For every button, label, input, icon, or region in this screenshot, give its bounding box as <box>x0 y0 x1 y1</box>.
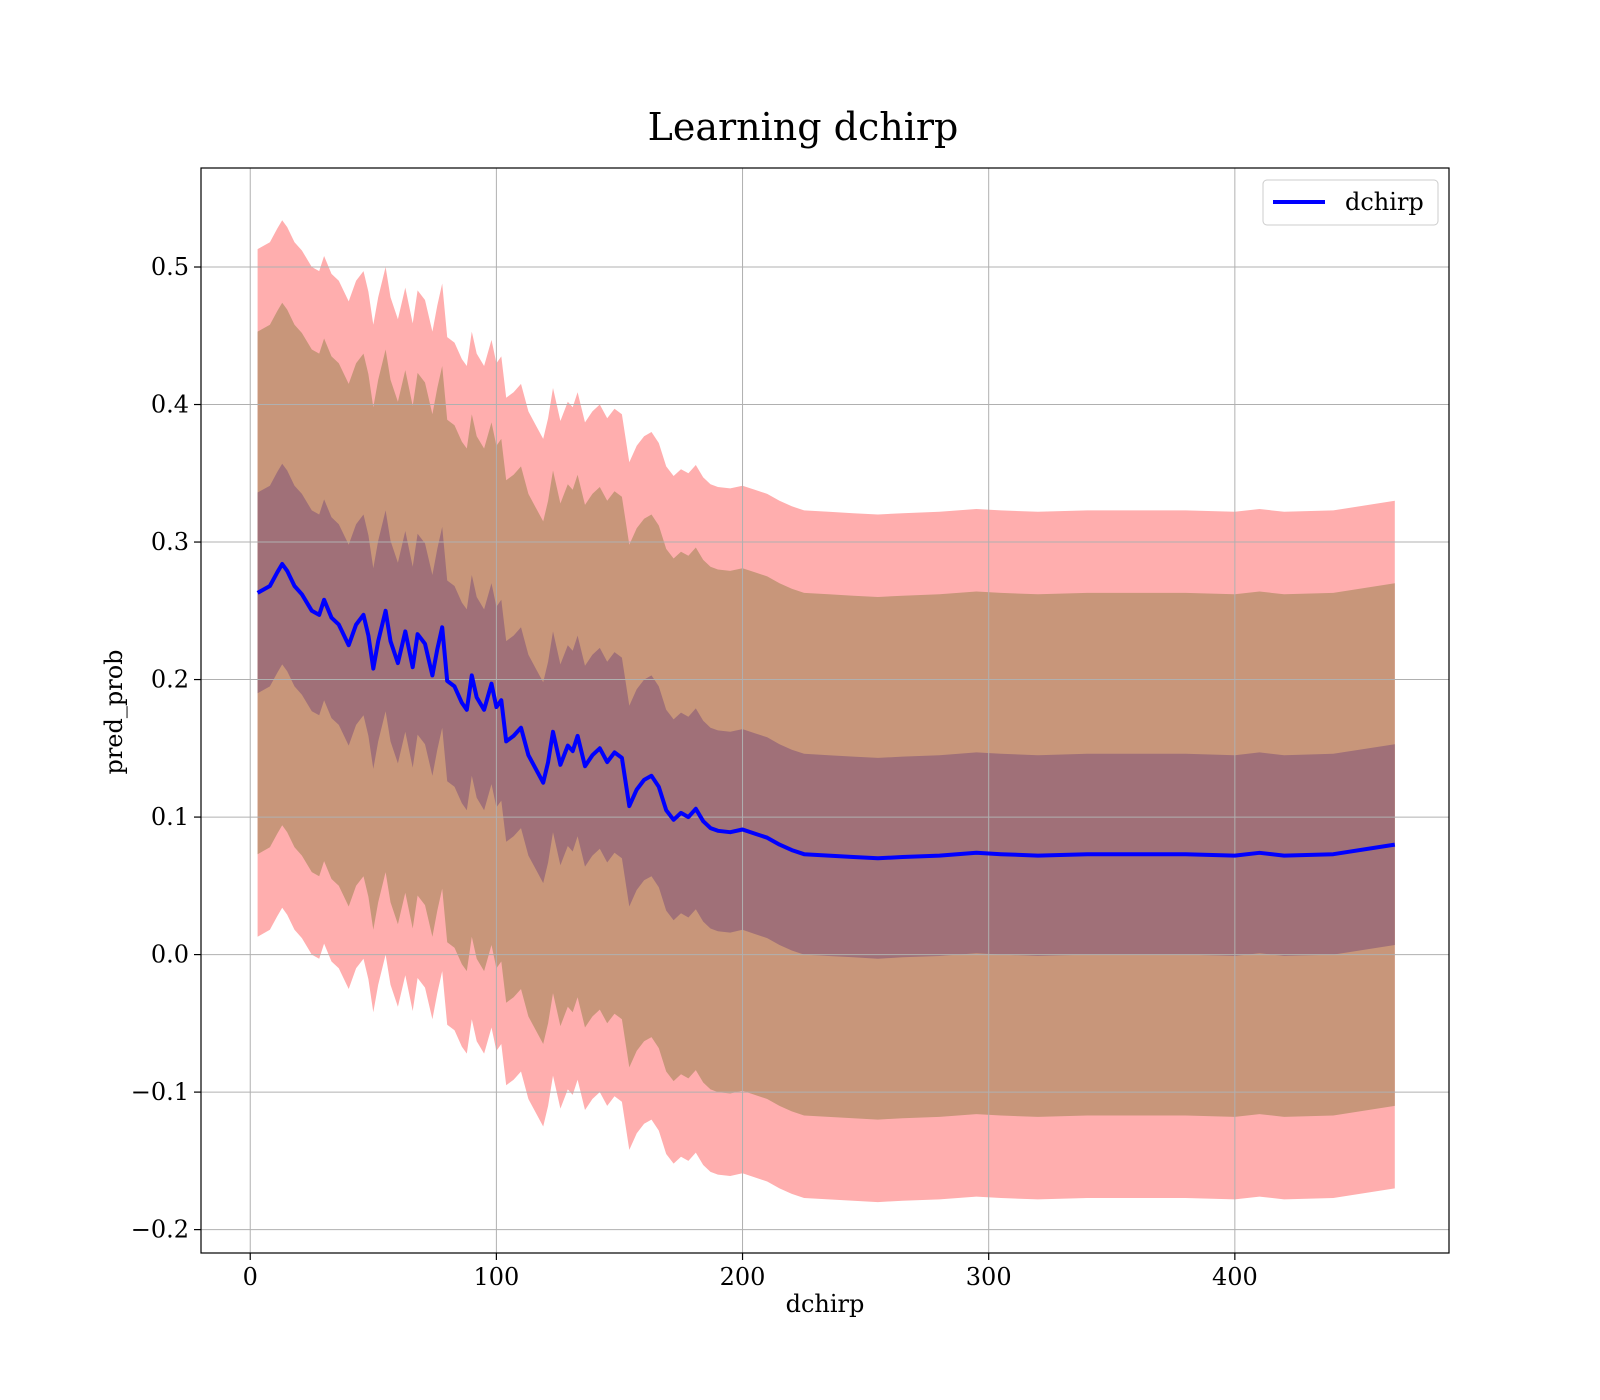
x-axis-ticks: 0 100 200 300 400 <box>243 1253 1258 1291</box>
x-tick-label: 100 <box>473 1263 519 1291</box>
x-tick-label: 400 <box>1212 1263 1258 1291</box>
series-line-dchirp <box>256 562 1396 861</box>
grid <box>201 168 1449 1253</box>
x-tick-label: 200 <box>720 1263 766 1291</box>
plot-area <box>200 167 1450 1254</box>
x-tick-label: 0 <box>243 1263 258 1291</box>
y-axis-label: pred_prob <box>100 649 128 774</box>
legend: dchirp <box>1262 179 1439 226</box>
y-tick-label: 0.4 <box>151 391 189 419</box>
y-tick-label: 0.1 <box>151 803 189 831</box>
band-2 <box>257 463 1395 959</box>
y-tick-label: 0.5 <box>151 253 189 281</box>
confidence-bands <box>257 220 1395 1203</box>
legend-box <box>1262 179 1439 226</box>
y-axis-ticks: −0.2 −0.1 0.0 0.1 0.2 0.3 0.4 0.5 <box>131 253 201 1244</box>
series-layer <box>256 562 1396 861</box>
x-tick-label: 300 <box>966 1263 1012 1291</box>
legend-label: dchirp <box>1345 188 1424 216</box>
y-tick-label: 0.0 <box>151 941 189 969</box>
y-tick-label: 0.3 <box>151 528 189 556</box>
x-axis-label: dchirp <box>786 1290 865 1318</box>
y-tick-label: 0.2 <box>151 666 189 694</box>
y-tick-label: −0.2 <box>131 1216 189 1244</box>
y-tick-label: −0.1 <box>131 1078 189 1106</box>
plot-frame <box>200 167 1450 1254</box>
chart-title: Learning dchirp <box>648 105 959 149</box>
